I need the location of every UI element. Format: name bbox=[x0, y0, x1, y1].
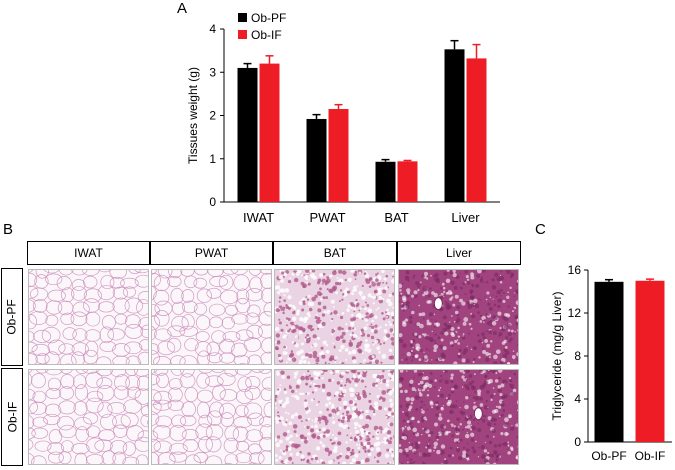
panel-letter-c: C bbox=[535, 221, 546, 238]
histology-image-ob-pf-iwat bbox=[28, 269, 149, 365]
bar bbox=[397, 161, 418, 202]
y-axis-label: Tissues weight (g) bbox=[186, 67, 200, 164]
panel-letter-b: B bbox=[3, 221, 14, 238]
histology-image-ob-pf-bat bbox=[274, 269, 395, 365]
panel-letter-a: A bbox=[177, 0, 188, 17]
histology-image-ob-if-iwat bbox=[28, 369, 149, 465]
y-tick-label: 2 bbox=[209, 109, 216, 123]
histology-header-liver: Liver bbox=[397, 241, 521, 265]
legend-label: Ob-IF bbox=[251, 28, 282, 42]
x-tick-label: Ob-IF bbox=[635, 449, 666, 463]
bar bbox=[328, 109, 349, 202]
row-label-text: Ob-IF bbox=[5, 401, 20, 433]
bar bbox=[306, 118, 327, 202]
x-tick-label: Ob-PF bbox=[591, 449, 626, 463]
histology-header-pwat: PWAT bbox=[150, 241, 273, 265]
x-tick-label: BAT bbox=[384, 210, 408, 225]
y-tick-label: 4 bbox=[574, 392, 581, 406]
bar bbox=[444, 49, 465, 202]
y-tick-label: 8 bbox=[574, 349, 581, 363]
y-tick-label: 16 bbox=[568, 263, 582, 277]
histology-image-ob-pf-pwat bbox=[151, 269, 272, 365]
y-tick-label: 0 bbox=[209, 195, 216, 209]
bar bbox=[375, 161, 396, 202]
histology-image-ob-if-liver bbox=[398, 369, 519, 465]
bar bbox=[466, 58, 487, 202]
bar bbox=[259, 63, 280, 202]
x-tick-label: IWAT bbox=[243, 210, 274, 225]
histology-image-ob-if-pwat bbox=[151, 369, 272, 465]
y-tick-label: 0 bbox=[574, 435, 581, 449]
legend-label: Ob-PF bbox=[251, 11, 286, 25]
histology-image-ob-if-bat bbox=[274, 369, 395, 465]
y-tick-label: 1 bbox=[209, 152, 216, 166]
histology-header-bat: BAT bbox=[273, 241, 397, 265]
x-tick-label: Liver bbox=[451, 210, 480, 225]
row-label-text: Ob-PF bbox=[5, 299, 19, 335]
y-tick-label: 3 bbox=[209, 65, 216, 79]
y-tick-label: 12 bbox=[568, 306, 582, 320]
histology-row-label-ob-if: Ob-IF bbox=[1, 368, 23, 466]
bar bbox=[237, 67, 258, 202]
histology-row-label-ob-pf: Ob-PF bbox=[1, 268, 23, 366]
bar bbox=[635, 280, 665, 442]
histology-header-iwat: IWAT bbox=[27, 241, 150, 265]
histology-image-ob-pf-liver bbox=[398, 269, 519, 365]
y-axis-label: Triglyceride (mg/g Liver) bbox=[550, 292, 564, 421]
legend-swatch bbox=[238, 13, 247, 22]
legend-swatch bbox=[238, 30, 247, 39]
x-tick-label: PWAT bbox=[309, 210, 345, 225]
y-tick-label: 4 bbox=[209, 22, 216, 36]
bar bbox=[594, 281, 624, 442]
tissue-weight-chart: 0 1 2 3 4 Tissues weight (g) IWAT PWAT BAT Liver O… bbox=[186, 11, 500, 225]
